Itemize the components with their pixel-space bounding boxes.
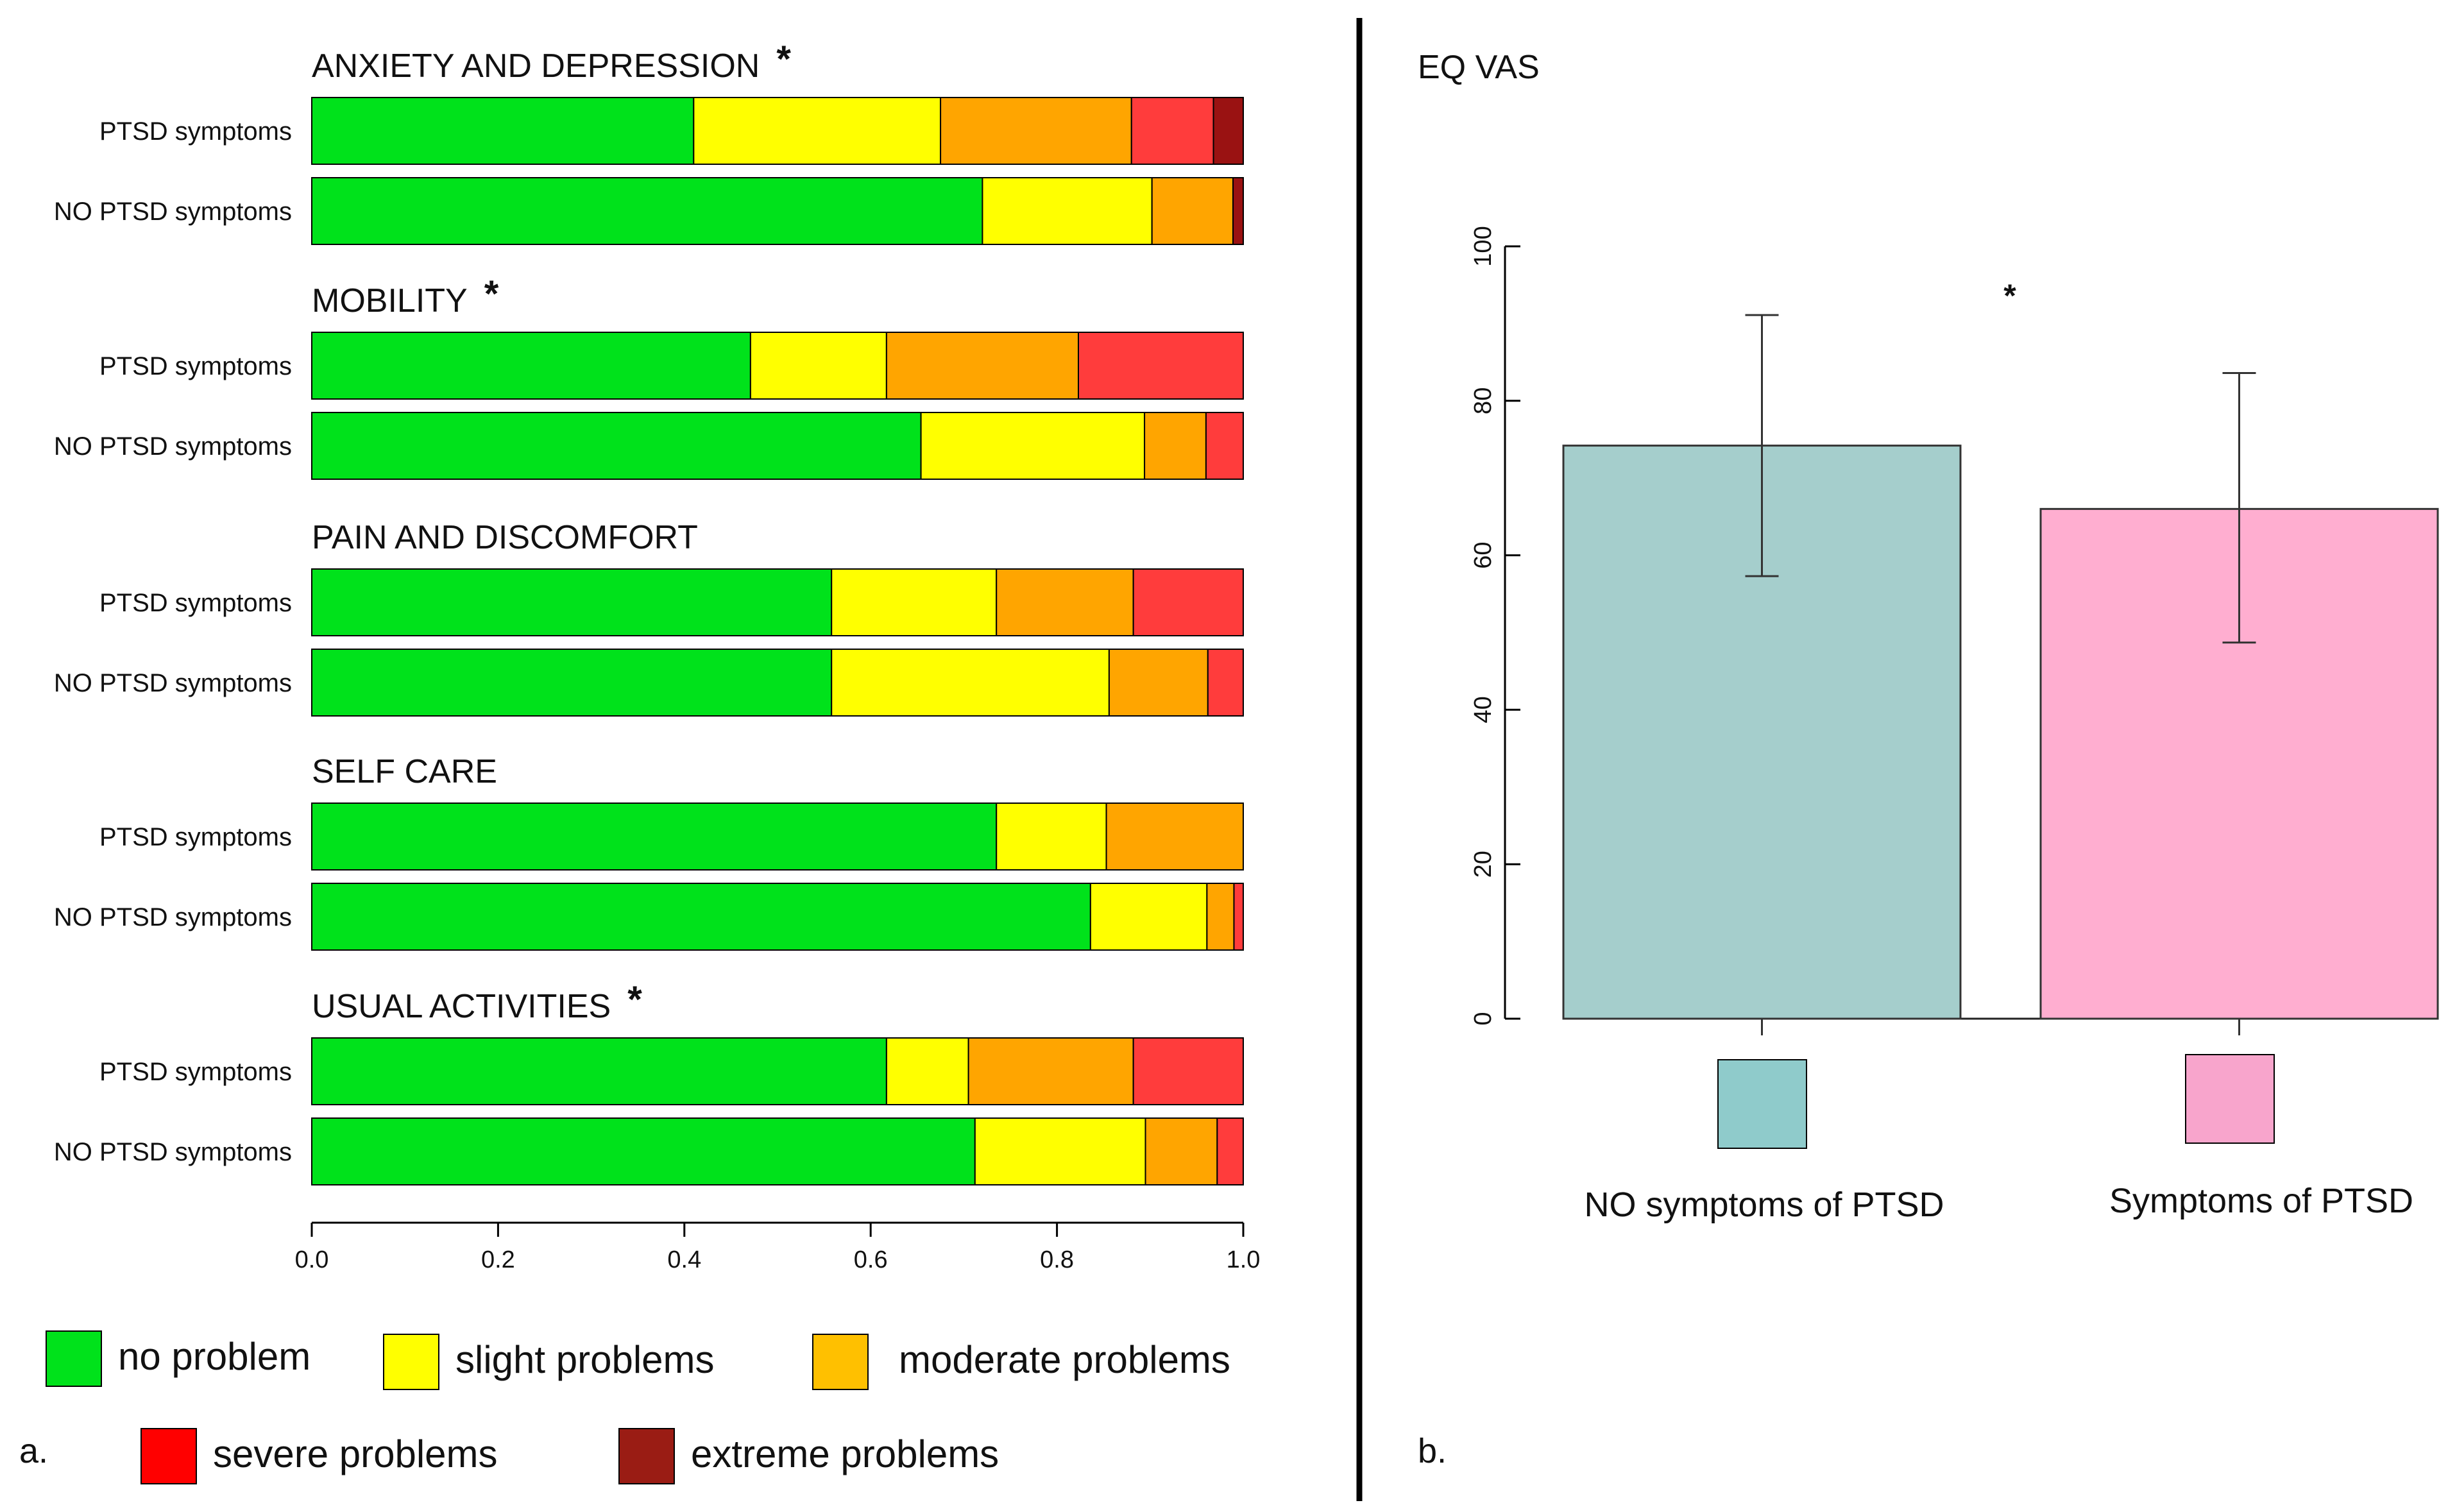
- section-title: USUAL ACTIVITIES: [312, 988, 611, 1025]
- row-label: PTSD symptoms: [99, 1058, 292, 1086]
- bar-segment-moderate-problems: [1206, 883, 1235, 951]
- x-tick-label: 0.4: [667, 1246, 701, 1273]
- bar-segment-severe-problems: [1207, 649, 1244, 717]
- bar-segment-no-problem: [311, 412, 922, 480]
- bar-segment-moderate-problems: [967, 1037, 1134, 1105]
- legend-swatch-slight-problems: [383, 1334, 439, 1390]
- bar-segment-moderate-problems: [1108, 649, 1209, 717]
- section-title: MOBILITY: [312, 282, 468, 319]
- x-tick-label: 0.2: [481, 1246, 515, 1273]
- bar-segment-moderate-problems: [1144, 1117, 1218, 1185]
- bar-segment-slight-problems: [1089, 883, 1208, 951]
- bar-segment-moderate-problems: [1144, 412, 1207, 480]
- chart-title: EQ VAS: [1418, 49, 1540, 86]
- bar-segment-no-problem: [311, 803, 998, 871]
- row-label: PTSD symptoms: [99, 823, 292, 851]
- bar-segment-severe-problems: [1205, 412, 1245, 480]
- bar-segment-extreme-problems: [1232, 177, 1244, 245]
- bar-segment-moderate-problems: [940, 97, 1132, 165]
- bar-segment-no-problem: [311, 332, 751, 400]
- section-title: SELF CARE: [312, 753, 497, 790]
- bar-segment-slight-problems: [749, 332, 887, 400]
- legend-label: severe problems: [213, 1432, 498, 1475]
- category-label: NO symptoms of PTSD: [1584, 1185, 1944, 1224]
- row-label: NO PTSD symptoms: [54, 1138, 292, 1166]
- significance-asterisk: *: [2003, 278, 2016, 314]
- bar-segment-no-problem: [311, 97, 695, 165]
- bar-segment-slight-problems: [920, 412, 1146, 480]
- bar-segment-severe-problems: [1130, 97, 1214, 165]
- panel-label: a.: [19, 1432, 48, 1470]
- row-label: NO PTSD symptoms: [54, 432, 292, 461]
- bar-segment-no-problem: [311, 1117, 976, 1185]
- bar-segment-moderate-problems: [996, 568, 1134, 636]
- legend-swatch-severe-problems: [140, 1428, 197, 1484]
- y-tick-label: 0: [1470, 1012, 1497, 1025]
- x-tick-label: 1.0: [1227, 1246, 1261, 1273]
- bar-segment-no-problem: [311, 568, 833, 636]
- row-label: PTSD symptoms: [99, 589, 292, 617]
- bar-segment-slight-problems: [885, 1037, 969, 1105]
- bar-segment-moderate-problems: [1105, 803, 1245, 871]
- bar-segment-slight-problems: [831, 568, 998, 636]
- row-label: PTSD symptoms: [99, 117, 292, 146]
- row-label: NO PTSD symptoms: [54, 903, 292, 931]
- x-tick-label: 0.0: [295, 1246, 329, 1273]
- bar-segment-slight-problems: [693, 97, 942, 165]
- significance-asterisk: *: [484, 273, 499, 315]
- bar-segment-severe-problems: [1216, 1117, 1244, 1185]
- y-tick-label: 80: [1470, 387, 1497, 414]
- panel-label: b.: [1418, 1432, 1447, 1470]
- bar-segment-moderate-problems: [885, 332, 1079, 400]
- legend-label: moderate problems: [899, 1338, 1230, 1381]
- y-tick-label: 100: [1470, 226, 1497, 266]
- legend-label: slight problems: [455, 1338, 715, 1381]
- y-tick-label: 20: [1470, 851, 1497, 878]
- bar-segment-no-problem: [311, 883, 1091, 951]
- row-label: NO PTSD symptoms: [54, 669, 292, 697]
- legend-label: no problem: [118, 1335, 310, 1378]
- category-swatch: [2185, 1054, 2275, 1144]
- bar-segment-slight-problems: [974, 1117, 1146, 1185]
- bar-segment-no-problem: [311, 177, 983, 245]
- legend-swatch-no-problem: [46, 1330, 102, 1387]
- category-label: Symptoms of PTSD: [2109, 1182, 2413, 1220]
- x-tick-label: 0.6: [854, 1246, 888, 1273]
- y-tick-label: 60: [1470, 541, 1497, 568]
- category-swatch: [1717, 1059, 1807, 1149]
- section-title: PAIN AND DISCOMFORT: [312, 519, 698, 556]
- legend-swatch-moderate-problems: [812, 1334, 869, 1390]
- panel-a-stacked-bar-chart: ANXIETY AND DEPRESSION * PTSD symptoms NO P…: [19, 38, 1260, 1484]
- y-tick-label: 40: [1470, 696, 1497, 723]
- panel-b-eq-vas-chart: EQ VAS 0 20 40 60 80 100 NO symptoms of PTSD Sym…: [1418, 49, 2439, 1470]
- bar-segment-severe-problems: [1132, 1037, 1244, 1105]
- bar-segment-severe-problems: [1233, 883, 1244, 951]
- bar-segment-severe-problems: [1132, 568, 1244, 636]
- bar-segment-slight-problems: [982, 177, 1153, 245]
- bar-segment-no-problem: [311, 1037, 887, 1105]
- x-tick-label: 0.8: [1040, 1246, 1074, 1273]
- significance-asterisk: *: [627, 979, 642, 1021]
- row-label: NO PTSD symptoms: [54, 198, 292, 226]
- significance-asterisk: *: [776, 38, 791, 80]
- legend-label: extreme problems: [691, 1432, 999, 1475]
- bar-segment-moderate-problems: [1151, 177, 1234, 245]
- row-label: PTSD symptoms: [99, 352, 292, 380]
- legend-swatch-extreme-problems: [618, 1428, 675, 1484]
- bar-segment-severe-problems: [1077, 332, 1244, 400]
- bar-segment-extreme-problems: [1212, 97, 1245, 165]
- bar-segment-slight-problems: [831, 649, 1110, 717]
- bar-segment-slight-problems: [996, 803, 1107, 871]
- bar-segment-no-problem: [311, 649, 833, 717]
- section-title: ANXIETY AND DEPRESSION: [312, 47, 760, 85]
